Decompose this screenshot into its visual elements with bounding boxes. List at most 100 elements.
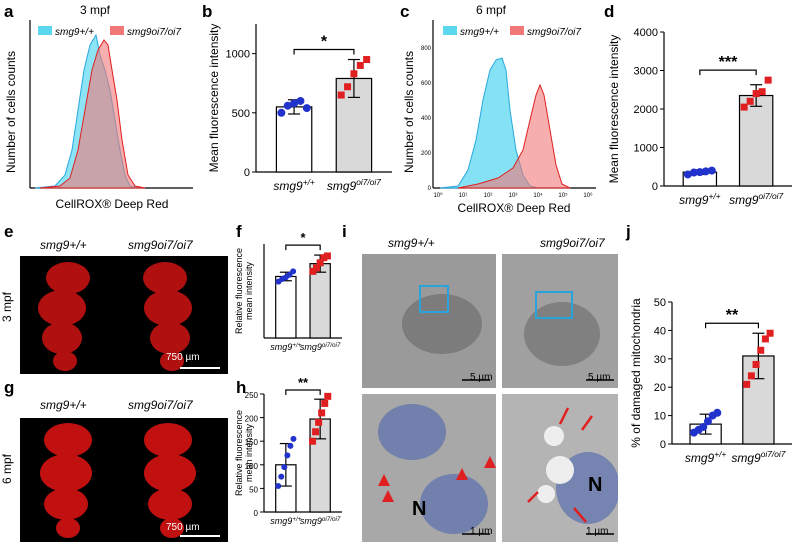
significance-mark: ** [726,307,739,324]
significance-bracket [293,48,355,55]
brain-drawing [38,262,220,371]
em-wt-low-scale: 5 µm [470,372,493,383]
y-tick-label: 4000 [634,27,658,39]
em-image-wt-low [362,254,496,388]
y-tick-label: 100 [245,462,259,471]
data-point [281,464,288,471]
image-g-label-wt: smg9+/+ [40,398,87,412]
image-g-scale: 750 µm [166,522,200,533]
data-point [701,167,710,176]
y-axis-label: Relative fluorescencemean intensity [234,410,254,496]
chart-f: Relative fluorescencemean intensity smg9+… [234,230,342,352]
hist-c-xtick: 10² [484,193,493,199]
hist-c-ytick: 0 [428,186,432,192]
em-image-mut-high [502,394,618,542]
y-tick-label: 0 [254,509,259,518]
panel-label-j: j [626,222,631,241]
em-drawing [527,407,618,535]
histogram-a: 3 mpf Number of cells counts smg9+/+ smg… [4,3,193,211]
data-point [309,437,317,445]
hist-c-xtick: 10¹ [459,193,468,199]
y-tick-label: 0 [244,167,250,179]
y-tick-label: 250 [245,391,259,400]
hist-c-xtick: 10⁵ [558,192,568,199]
y-tick-label: 50 [249,485,258,494]
data-point [278,473,285,480]
panel-label-i: i [342,222,347,241]
y-tick-label: 30 [654,354,666,366]
em-mut-high-scale: 1 µm [586,526,609,537]
data-point [284,452,291,459]
data-point [316,259,324,267]
data-point [766,329,774,337]
y-tick-label: 0 [652,181,658,193]
histogram-a-legend-wt: smg9+/+ [55,27,94,38]
category-label: smg9oi7/oi7 [300,516,341,527]
data-point [320,254,328,262]
bar [275,106,313,173]
data-point [321,399,329,407]
panel-label-a: a [4,2,14,21]
data-point [302,104,311,113]
significance-bracket [699,69,757,76]
nucleus-label-mut: N [588,474,603,496]
y-tick-label: 10 [654,411,666,423]
bar [275,275,297,339]
y-tick-label: 0 [660,439,666,451]
data-point [290,99,299,108]
em-drawing [378,404,496,535]
histogram-c: 6 mpf Number of cells counts 0 200 400 6… [402,3,596,215]
data-point [313,264,321,272]
data-point [757,346,765,354]
nucleus-label-wt: N [412,498,427,520]
data-point [315,418,323,426]
data-point [318,409,326,417]
histogram-c-xlabel: CellROX® Deep Red [458,201,571,215]
category-label: smg9+/+ [685,449,727,465]
data-point [277,108,286,117]
histogram-a-legend-mut: smg9oi7/oi7 [127,27,181,38]
y-tick-label: 150 [245,438,259,447]
panel-label-g: g [4,378,15,397]
category-label: smg9oi7/oi7 [731,449,785,465]
panel-label-b: b [202,2,213,21]
significance-mark: ** [298,378,309,390]
data-point [752,90,760,98]
data-point [312,428,320,436]
y-tick-label: 2000 [634,104,658,116]
histogram-a-title: 3 mpf [80,3,111,17]
y-tick-label: 1000 [634,143,658,155]
data-point [713,408,722,417]
y-axis-label: Mean fluorescence intensity [607,35,621,184]
em-mut-low-scale: 5 µm [588,372,611,383]
hist-c-ytick: 800 [421,46,432,52]
significance-bracket [285,244,321,251]
histogram-c-ylabel: Number of cells counts [402,51,416,173]
em-drawing [524,291,614,381]
significance-mark: *** [719,54,738,71]
data-point [356,61,364,69]
bar [738,94,774,187]
image-i-label-wt: smg9+/+ [388,236,435,250]
data-point [758,88,766,96]
y-axis-label: Relative fluorescencemean intensity [234,248,254,334]
data-point [350,70,358,78]
hist-c-ytick: 600 [421,81,432,87]
hist-c-ytick: 400 [421,116,432,122]
category-label: smg9+/+ [679,191,721,207]
hist-c-xtick: 10³ [509,193,518,199]
y-axis-label: % of damaged mitochondria [629,298,643,448]
hist-c-xtick: 10⁴ [533,192,543,199]
data-point [752,360,760,368]
data-point [740,103,748,111]
em-image-wt-high [362,394,496,542]
data-point [323,252,331,260]
chart-d: Mean fluorescence intensity 0 1000 2000 3000… [607,27,792,207]
brain-image-6mpf [20,418,228,542]
significance-mark: * [321,34,328,51]
chart-b: Mean fluorescence intensity 0 500 1000 smg9+… [207,24,392,193]
y-tick-label: 40 [654,325,666,337]
hist-c-ytick: 200 [421,151,432,157]
category-label: smg9+/+ [273,177,315,193]
y-tick-label: 200 [245,415,259,424]
